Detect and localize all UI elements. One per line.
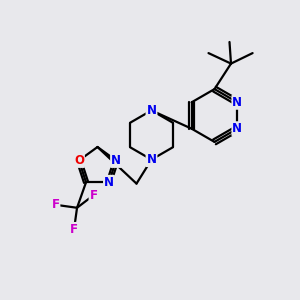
Text: N: N [232, 122, 242, 135]
Text: N: N [111, 154, 121, 167]
Text: F: F [89, 189, 98, 202]
Text: N: N [146, 153, 157, 166]
Text: O: O [74, 154, 84, 167]
Text: N: N [232, 96, 242, 109]
Text: F: F [51, 198, 59, 211]
Text: N: N [146, 104, 157, 117]
Text: F: F [70, 223, 78, 236]
Text: N: N [104, 176, 114, 189]
